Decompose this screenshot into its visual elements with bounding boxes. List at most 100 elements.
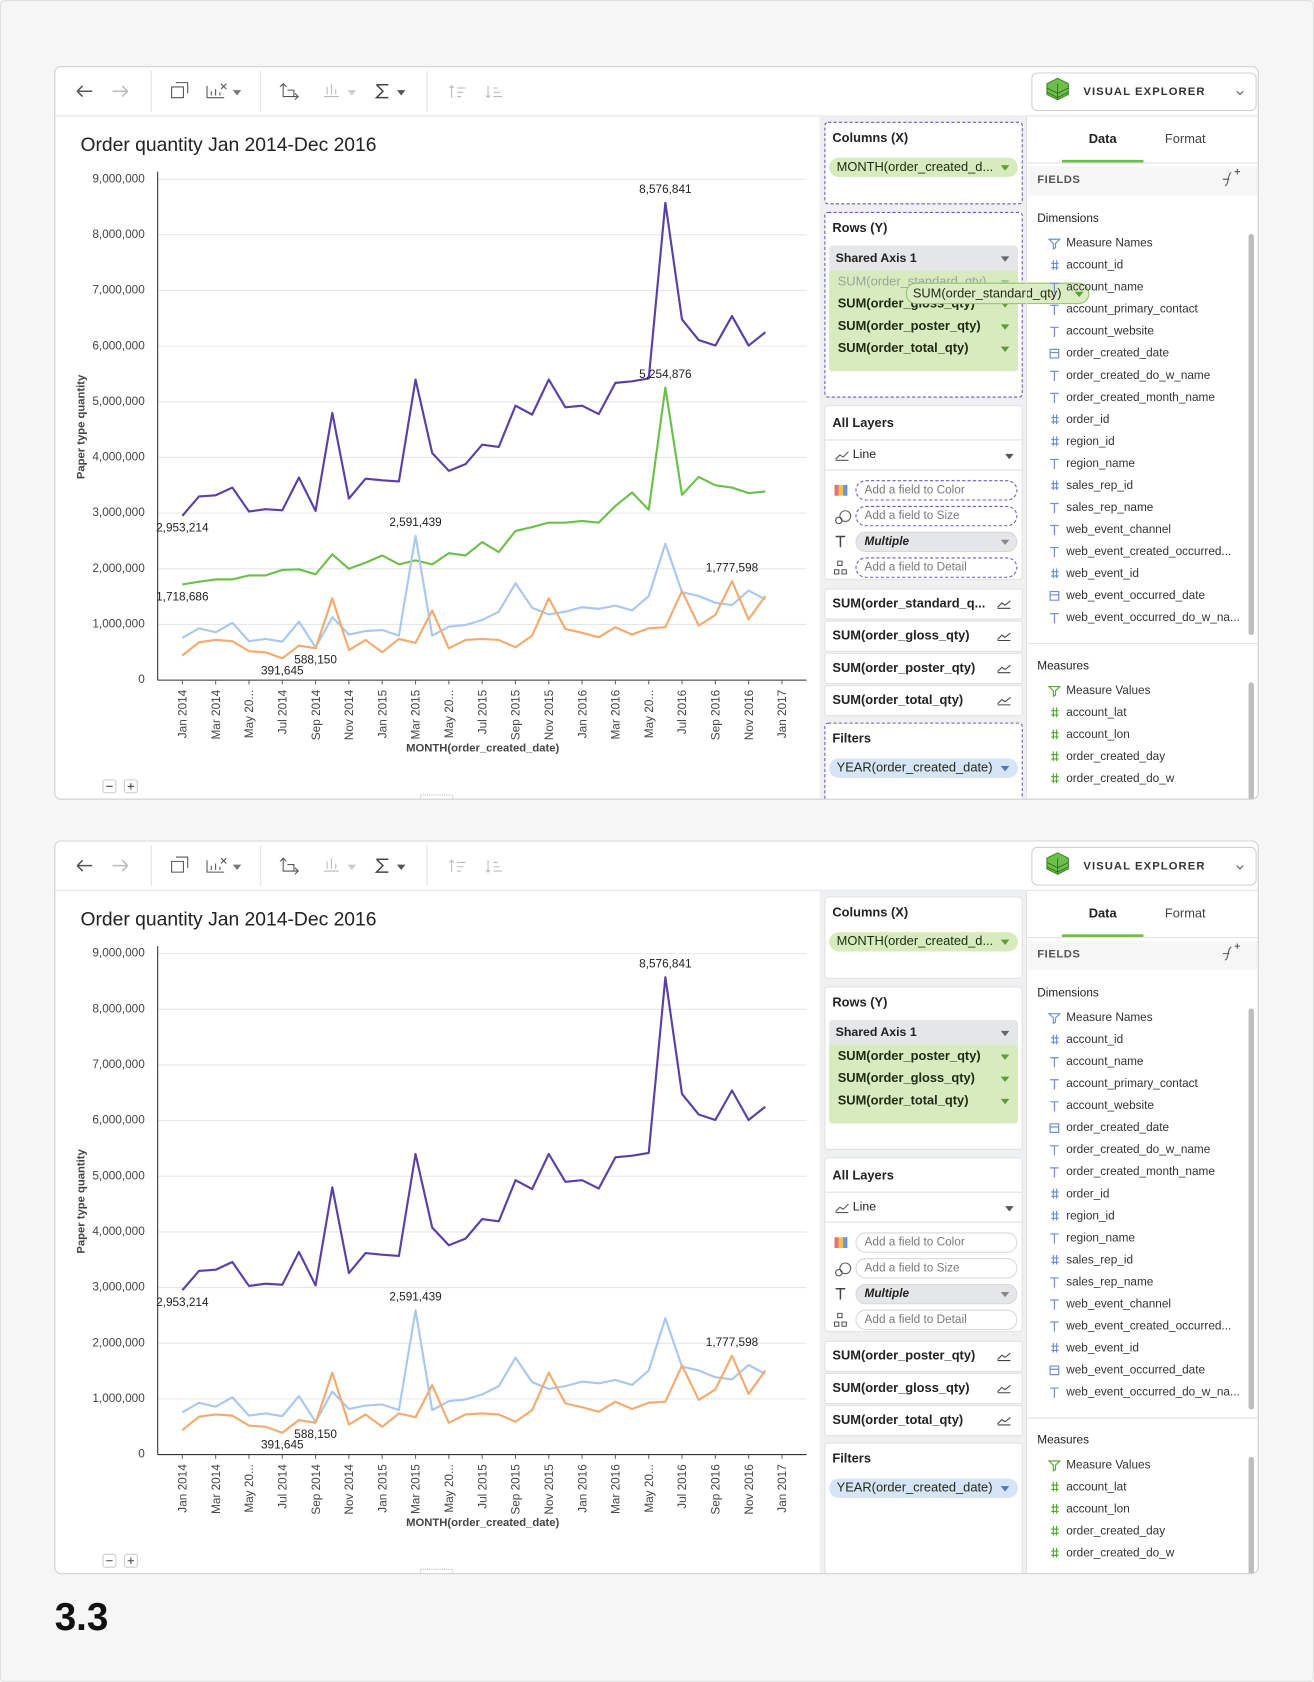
calculated-field-button[interactable] <box>1222 943 1240 961</box>
filter-pill-label[interactable]: YEAR(order_created_date) <box>837 760 993 775</box>
field-item[interactable]: web_event_id <box>1065 567 1139 580</box>
field-item[interactable]: order_created_month_name <box>1066 391 1215 404</box>
row-pill[interactable]: SUM(order_gloss_qty) <box>838 1070 975 1085</box>
encoding-label[interactable]: Add a field to Detail <box>865 561 967 574</box>
field-item[interactable]: account_primary_contact <box>1066 303 1198 316</box>
bar-size-button[interactable] <box>323 83 339 98</box>
encoding-label[interactable]: Multiple <box>865 535 910 548</box>
tab[interactable]: Format <box>1165 131 1206 146</box>
field-item[interactable]: Measure Values <box>1066 1458 1150 1471</box>
forward-button[interactable] <box>112 85 129 98</box>
layer-item[interactable] <box>824 1340 1023 1372</box>
field-item[interactable]: order_created_month_name <box>1066 1165 1215 1178</box>
encoding-drop[interactable] <box>855 531 1018 553</box>
field-item[interactable]: account_name <box>1066 281 1144 294</box>
layer-item[interactable] <box>824 588 1023 620</box>
aggregate-button[interactable] <box>374 84 389 99</box>
encoding-label[interactable]: Add a field to Size <box>865 509 960 522</box>
layer-name[interactable]: SUM(order_poster_qty) <box>832 1348 975 1363</box>
field-item[interactable]: order_created_date <box>1066 1121 1169 1134</box>
row-pill[interactable]: SUM(order_total_qty) <box>838 340 969 355</box>
mark-type[interactable]: Line <box>853 1199 876 1213</box>
layer-name[interactable]: SUM(order_gloss_qty) <box>832 1380 969 1395</box>
duplicate-button[interactable] <box>171 82 189 99</box>
encoding-label[interactable]: Add a field to Color <box>865 1236 965 1249</box>
row-pill[interactable]: SUM(order_poster_qty) <box>838 318 981 333</box>
field-item[interactable]: order_created_day <box>1066 1524 1165 1537</box>
bar-size-button[interactable] <box>323 858 339 872</box>
encoding-drop[interactable] <box>855 557 1018 578</box>
field-item[interactable]: region_id <box>1066 435 1114 448</box>
swap-axes-button[interactable] <box>279 82 299 101</box>
encoding-label[interactable]: Multiple <box>865 1287 910 1300</box>
axis-group-label[interactable]: Shared Axis 1 <box>836 1025 917 1039</box>
field-item[interactable]: sales_rep_name <box>1066 501 1154 514</box>
tab[interactable]: Data <box>1089 905 1118 920</box>
field-item[interactable]: web_event_occurred_do_w_na... <box>1065 1385 1240 1398</box>
field-item[interactable]: region_name <box>1066 1231 1135 1244</box>
encoding-label[interactable]: Add a field to Size <box>865 1261 960 1274</box>
tab[interactable]: Data <box>1089 131 1118 146</box>
mark-type[interactable]: Line <box>853 447 876 461</box>
encoding-drop[interactable] <box>855 1258 1018 1279</box>
field-item[interactable]: region_name <box>1066 457 1135 470</box>
row-pill[interactable]: SUM(order_total_qty) <box>838 1092 969 1107</box>
forward-button[interactable] <box>112 859 129 872</box>
clear-chart-button[interactable] <box>206 83 227 99</box>
field-item[interactable]: web_event_channel <box>1065 1297 1171 1310</box>
calculated-field-button[interactable] <box>1222 168 1240 187</box>
field-item[interactable]: order_created_date <box>1066 347 1169 360</box>
field-item[interactable]: order_id <box>1066 413 1109 426</box>
duplicate-button[interactable] <box>171 856 189 873</box>
filter-pill[interactable] <box>829 1478 1018 1498</box>
sort-descending-button[interactable] <box>485 860 503 873</box>
layer-item[interactable] <box>824 620 1023 652</box>
row-pill[interactable]: SUM(order_poster_qty) <box>838 1048 981 1063</box>
field-item[interactable]: order_created_day <box>1066 750 1165 763</box>
layer-item[interactable] <box>824 1372 1023 1405</box>
field-item[interactable]: account_website <box>1066 1099 1154 1112</box>
axis-group-label[interactable]: Shared Axis 1 <box>836 251 917 265</box>
field-item[interactable]: account_name <box>1066 1055 1144 1068</box>
field-item[interactable]: web_event_occurred_date <box>1065 1363 1205 1376</box>
field-item[interactable]: account_lon <box>1066 728 1130 741</box>
field-item[interactable]: Measure Names <box>1066 1011 1153 1024</box>
drag-ghost[interactable] <box>905 282 1090 305</box>
field-item[interactable]: account_primary_contact <box>1066 1077 1198 1090</box>
field-item[interactable]: order_id <box>1066 1187 1109 1200</box>
drag-ghost-label[interactable]: SUM(order_standard_qty) <box>913 285 1062 300</box>
encoding-label[interactable]: Add a field to Color <box>865 483 965 496</box>
sort-ascending-button[interactable] <box>449 859 466 873</box>
product-switcher[interactable] <box>1031 846 1257 886</box>
encoding-drop[interactable] <box>855 505 1018 527</box>
encoding-drop[interactable] <box>855 480 1018 501</box>
encoding-drop[interactable] <box>855 1232 1018 1253</box>
field-item[interactable]: order_created_do_w_name <box>1066 1143 1211 1156</box>
field-item[interactable]: Measure Names <box>1066 237 1153 250</box>
column-pill[interactable] <box>829 157 1018 178</box>
sort-ascending-button[interactable] <box>449 85 466 98</box>
layer-item[interactable] <box>824 685 1023 717</box>
layer-name[interactable]: SUM(order_gloss_qty) <box>832 628 969 643</box>
field-item[interactable]: web_event_channel <box>1065 523 1171 536</box>
sort-descending-button[interactable] <box>485 85 503 99</box>
field-item[interactable]: Measure Values <box>1066 684 1150 697</box>
layer-name[interactable]: SUM(order_poster_qty) <box>832 660 975 675</box>
field-item[interactable]: web_event_occurred_date <box>1065 589 1205 602</box>
field-item[interactable]: web_event_created_occurred... <box>1065 1319 1231 1332</box>
field-item[interactable]: account_lon <box>1066 1502 1130 1515</box>
encoding-drop[interactable] <box>855 1283 1018 1305</box>
layer-item[interactable] <box>824 1405 1023 1437</box>
column-pill[interactable] <box>829 932 1018 952</box>
field-item[interactable]: order_created_do_w_name <box>1066 369 1211 382</box>
layer-name[interactable]: SUM(order_total_qty) <box>832 1412 963 1427</box>
back-button[interactable] <box>76 859 93 872</box>
field-item[interactable]: order_created_do_w <box>1066 772 1175 785</box>
layer-item[interactable] <box>824 652 1023 684</box>
field-item[interactable]: account_lat <box>1066 706 1127 719</box>
field-item[interactable]: web_event_id <box>1065 1341 1139 1354</box>
field-item[interactable]: region_id <box>1066 1209 1114 1222</box>
field-item[interactable]: account_website <box>1066 325 1154 338</box>
filter-pill-label[interactable]: YEAR(order_created_date) <box>837 1480 993 1495</box>
column-pill-label[interactable]: MONTH(order_created_d... <box>837 933 994 948</box>
